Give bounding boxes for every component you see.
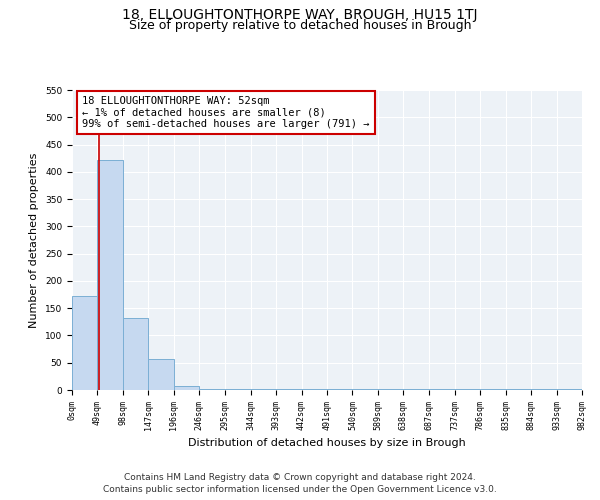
Bar <box>557 389 582 390</box>
Bar <box>72 296 97 390</box>
Bar <box>276 389 302 390</box>
Bar <box>403 389 429 390</box>
Bar <box>455 389 480 390</box>
Bar <box>378 389 403 390</box>
Bar <box>199 389 225 390</box>
Bar <box>148 359 174 390</box>
Bar <box>251 389 276 390</box>
Bar <box>352 389 378 390</box>
Text: 18 ELLOUGHTONTHORPE WAY: 52sqm
← 1% of detached houses are smaller (8)
99% of se: 18 ELLOUGHTONTHORPE WAY: 52sqm ← 1% of d… <box>82 96 370 129</box>
Text: Contains HM Land Registry data © Crown copyright and database right 2024.: Contains HM Land Registry data © Crown c… <box>124 472 476 482</box>
Text: 18, ELLOUGHTONTHORPE WAY, BROUGH, HU15 1TJ: 18, ELLOUGHTONTHORPE WAY, BROUGH, HU15 1… <box>122 8 478 22</box>
Bar <box>174 386 199 390</box>
Bar <box>429 389 455 390</box>
Text: Contains public sector information licensed under the Open Government Licence v3: Contains public sector information licen… <box>103 485 497 494</box>
X-axis label: Distribution of detached houses by size in Brough: Distribution of detached houses by size … <box>188 438 466 448</box>
Bar <box>302 389 327 390</box>
Y-axis label: Number of detached properties: Number of detached properties <box>29 152 40 328</box>
Bar <box>480 389 506 390</box>
Bar <box>123 318 148 390</box>
Bar <box>506 389 531 390</box>
Bar <box>97 160 123 390</box>
Text: Size of property relative to detached houses in Brough: Size of property relative to detached ho… <box>129 19 471 32</box>
Bar <box>531 389 557 390</box>
Bar <box>327 389 352 390</box>
Bar <box>225 389 251 390</box>
